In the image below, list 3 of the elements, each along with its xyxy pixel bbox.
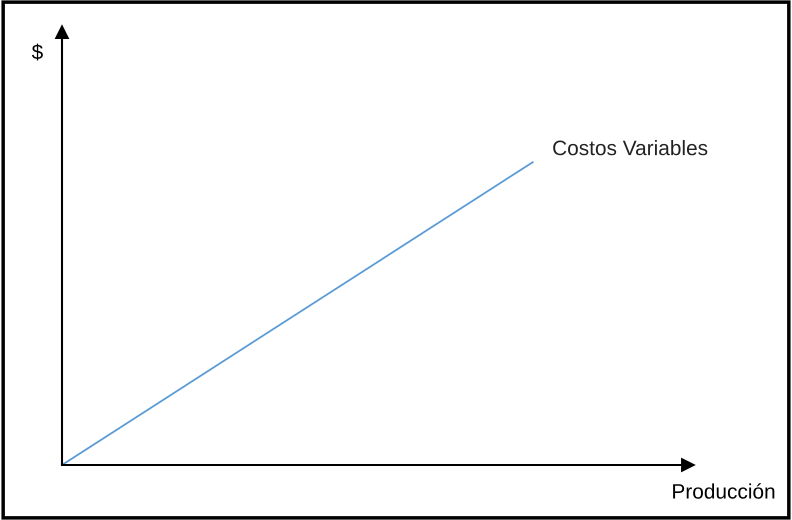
series-label: Costos Variables [553, 140, 708, 156]
x-axis-title: Producción [673, 483, 774, 499]
y-axis-title: $ [32, 44, 43, 60]
